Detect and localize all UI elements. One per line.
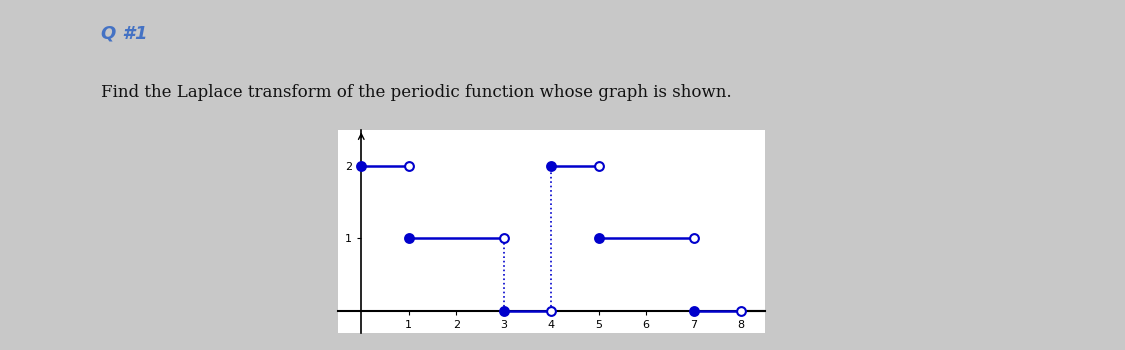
Point	[590, 163, 608, 169]
Point	[685, 308, 703, 314]
Point	[685, 236, 703, 241]
Point	[495, 308, 513, 314]
Point	[542, 308, 560, 314]
Text: Find the Laplace transform of the periodic function whose graph is shown.: Find the Laplace transform of the period…	[101, 84, 732, 101]
Point	[399, 163, 417, 169]
Point	[495, 236, 513, 241]
Point	[590, 236, 608, 241]
Text: Q #1: Q #1	[101, 25, 147, 42]
Point	[399, 236, 417, 241]
Point	[352, 163, 370, 169]
Point	[542, 163, 560, 169]
Point	[732, 308, 750, 314]
